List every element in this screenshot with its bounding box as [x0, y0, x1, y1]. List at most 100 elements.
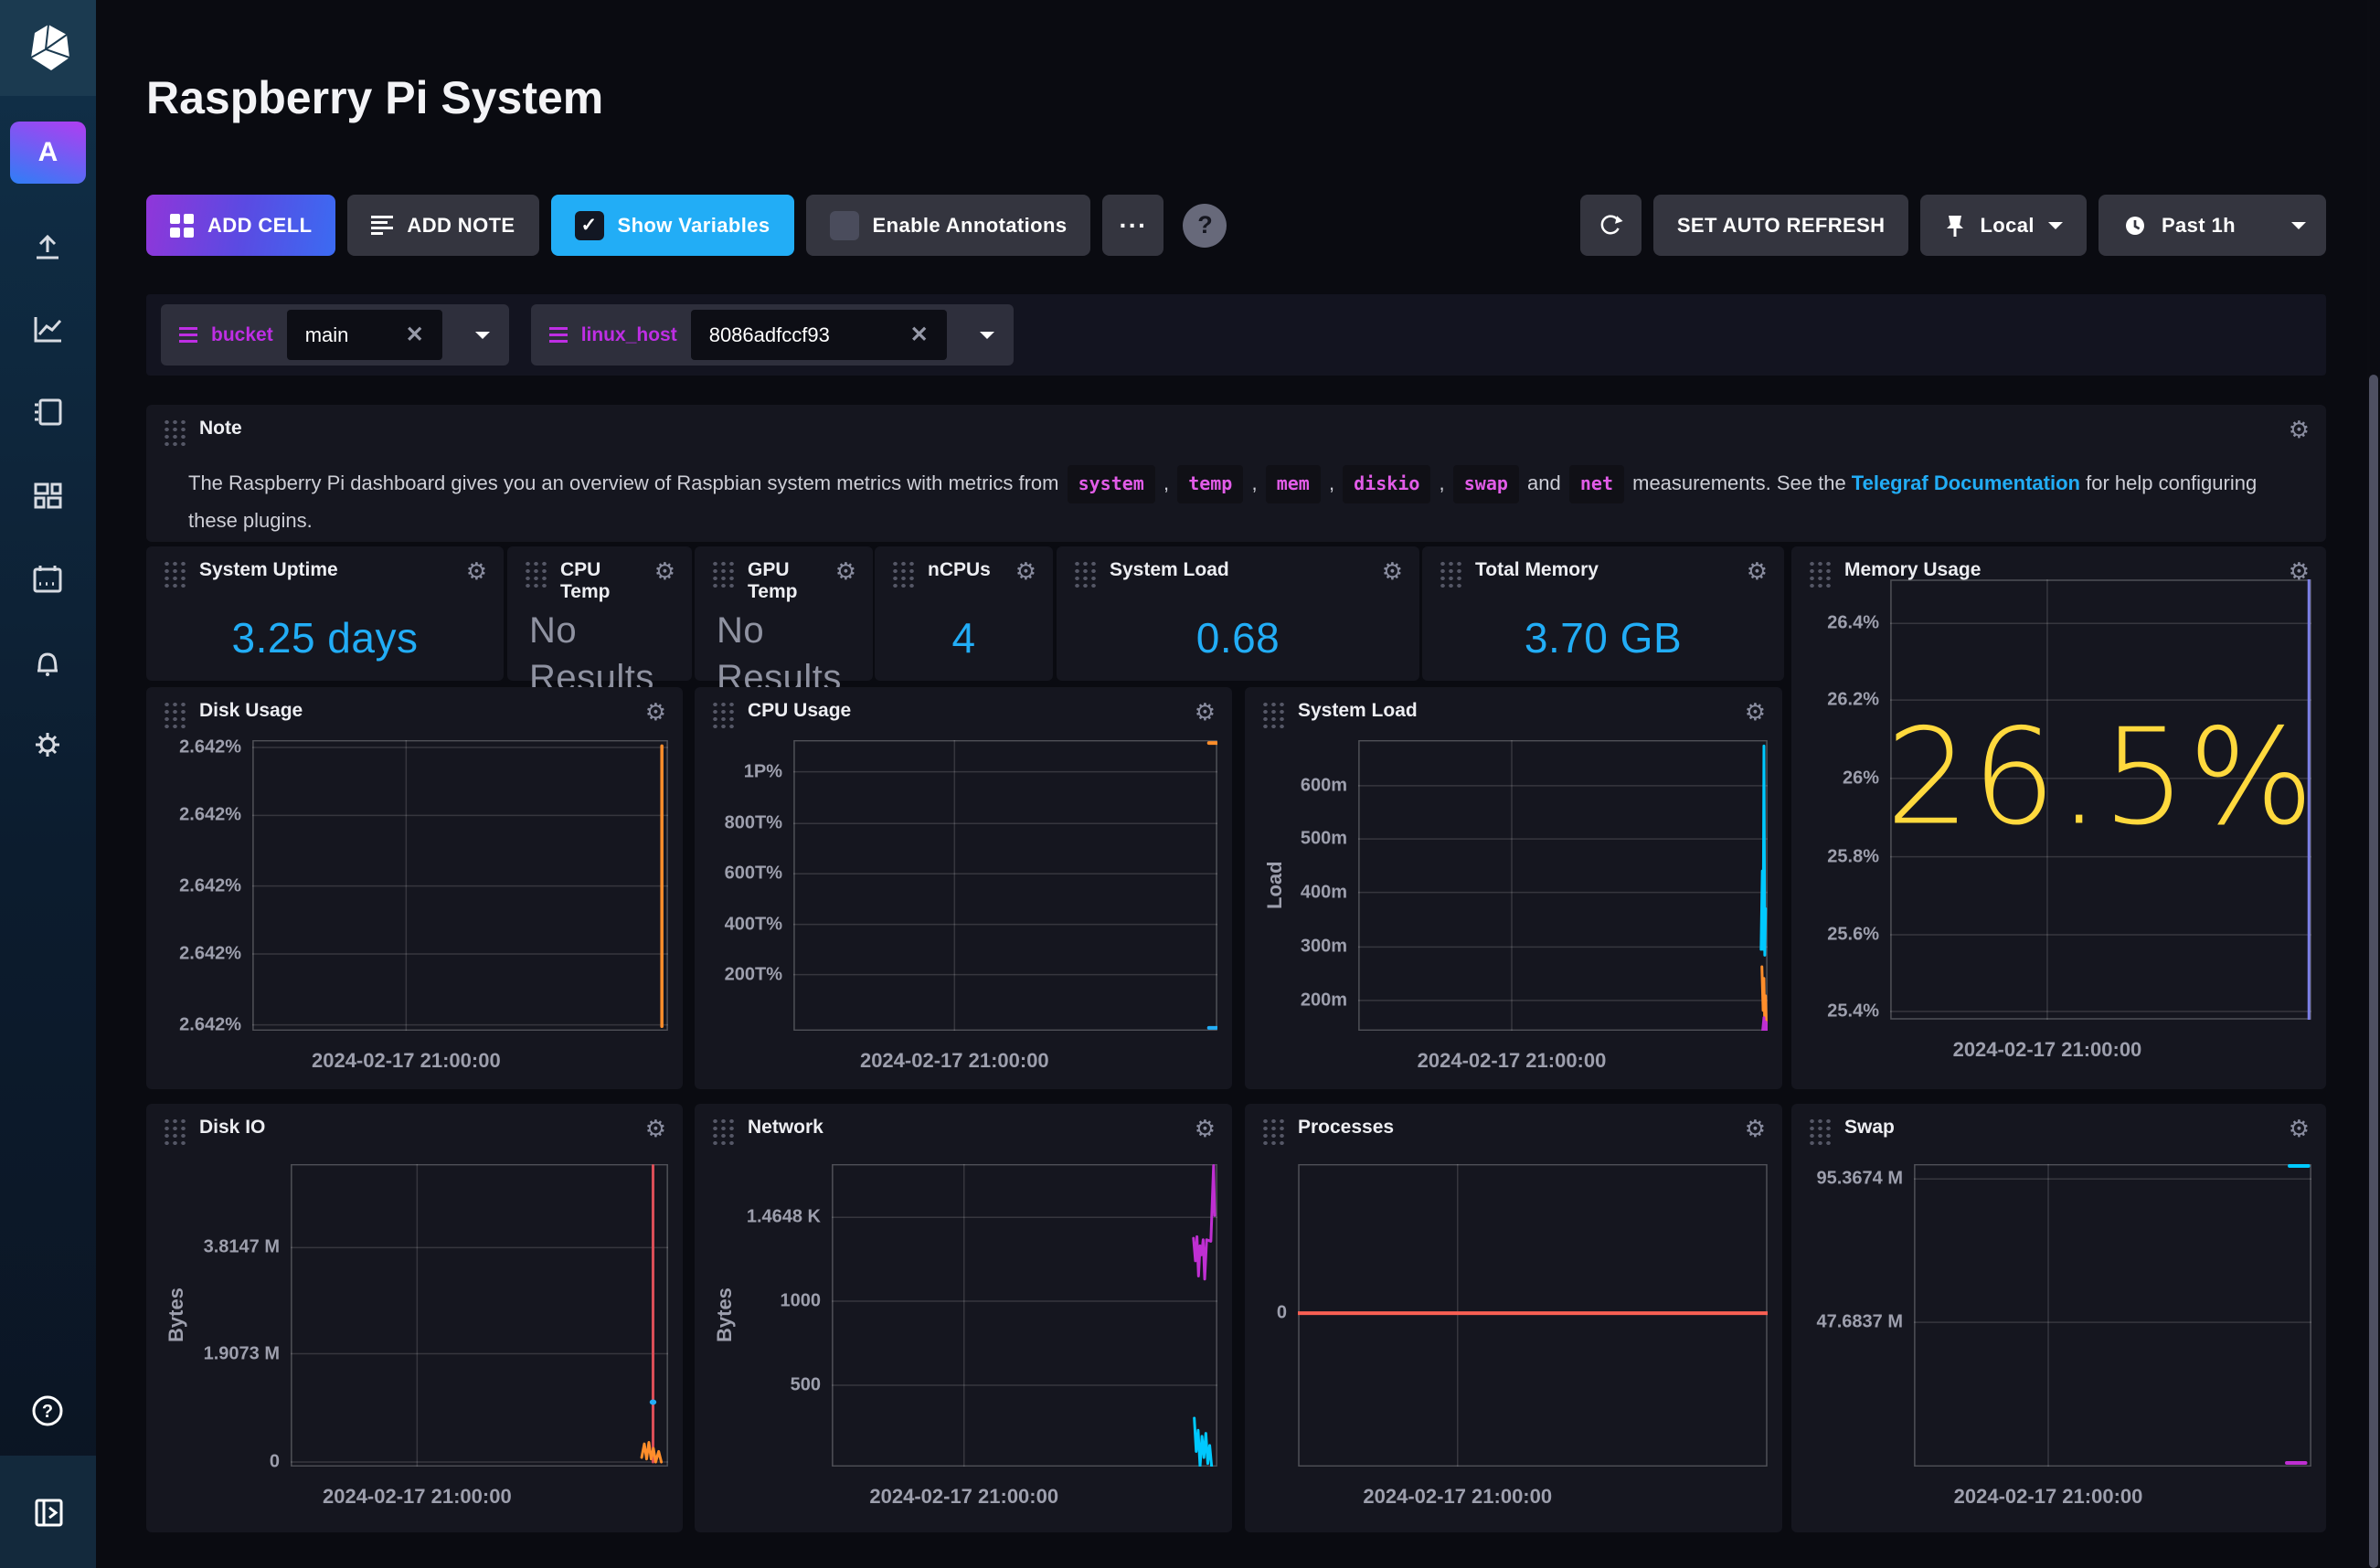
drag-handle-icon[interactable] — [891, 560, 915, 588]
variable-caret-button[interactable] — [961, 304, 1014, 366]
cell-header: Note ⚙ — [146, 405, 2326, 452]
cell-settings-gear-icon[interactable]: ⚙ — [1744, 1115, 1766, 1142]
cell-settings-gear-icon[interactable]: ⚙ — [2288, 557, 2310, 585]
sidebar-item-data-explorer[interactable] — [28, 310, 67, 348]
cell-header: Swap ⚙ — [1791, 1104, 2326, 1151]
variable-drag-icon[interactable] — [548, 327, 568, 343]
cell-settings-gear-icon[interactable]: ⚙ — [1744, 698, 1766, 726]
variable-drag-icon[interactable] — [179, 327, 197, 343]
chart-plot[interactable]: 2024-02-17 21:00:00 — [793, 740, 1217, 1072]
single-stat-value: 3.25 days — [231, 613, 419, 662]
sidebar-item-tasks[interactable] — [28, 560, 67, 599]
cell-settings-gear-icon[interactable]: ⚙ — [644, 1115, 666, 1142]
clear-value-icon[interactable]: ✕ — [405, 323, 424, 347]
drag-handle-icon[interactable] — [1808, 1118, 1832, 1145]
sidebar-item-settings[interactable] — [28, 726, 67, 764]
help-button[interactable]: ? — [1183, 203, 1227, 248]
sidebar-item-load-data[interactable] — [28, 227, 67, 265]
drag-handle-icon[interactable] — [163, 1118, 186, 1145]
variable-value-dropdown[interactable]: 8086adfccf93 ✕ — [690, 310, 947, 360]
drag-handle-icon[interactable] — [163, 418, 186, 446]
sidebar-item-notebooks[interactable] — [28, 393, 67, 431]
page-scrollbar[interactable] — [2367, 0, 2380, 1568]
y-tick-label: 3.8147 M — [203, 1236, 280, 1257]
cell-settings-gear-icon[interactable]: ⚙ — [653, 557, 675, 585]
variable-chip-bucket: bucket main ✕ — [161, 304, 509, 366]
chevron-down-icon — [474, 331, 490, 346]
add-note-icon — [371, 215, 394, 236]
account-avatar[interactable]: A — [10, 122, 86, 184]
drag-handle-icon[interactable] — [163, 701, 186, 728]
refresh-button[interactable] — [1579, 195, 1642, 256]
drag-handle-icon[interactable] — [1439, 560, 1462, 588]
set-auto-refresh-button[interactable]: SET AUTO REFRESH — [1652, 195, 1909, 256]
more-options-button[interactable]: ··· — [1102, 195, 1164, 256]
x-axis-label: 2024-02-17 21:00:00 — [1363, 1485, 1553, 1508]
cell-settings-gear-icon[interactable]: ⚙ — [1746, 557, 1768, 585]
drag-handle-icon[interactable] — [711, 1118, 735, 1145]
x-axis-label: 2024-02-17 21:00:00 — [311, 1049, 501, 1072]
enable-annotations-toggle[interactable]: Enable Annotations — [805, 195, 1091, 256]
add-cell-button[interactable]: ADD CELL — [146, 195, 336, 256]
cell-header: Network ⚙ — [695, 1104, 1232, 1151]
y-axis-ticks: 600m 500m 400m 300m 200m — [1291, 740, 1358, 1031]
drag-handle-icon[interactable] — [1808, 560, 1832, 588]
chart-plot[interactable]: 2024-02-17 21:00:00 — [1914, 1164, 2311, 1508]
chart-plot[interactable]: 2024-02-17 21:00:00 26.5% — [1886, 579, 2314, 1061]
y-tick-label: 300m — [1300, 936, 1347, 957]
sidebar-item-help[interactable]: ? — [28, 1392, 67, 1430]
cell-header: nCPUs ⚙ — [875, 546, 1053, 594]
cell-settings-gear-icon[interactable]: ⚙ — [834, 557, 856, 585]
dashboard-toolbar: ADD CELL ADD NOTE ✓ Show Variables Enabl… — [146, 195, 2326, 256]
y-tick-label: 25.4% — [1827, 1001, 1879, 1022]
chart-plot[interactable]: 2024-02-17 21:00:00 — [291, 1164, 668, 1508]
cell-settings-gear-icon[interactable]: ⚙ — [1194, 1115, 1216, 1142]
single-stat-value: 4 — [951, 613, 976, 662]
telegraf-documentation-link[interactable]: Telegraf Documentation — [1851, 471, 2080, 494]
sidebar-item-alerts[interactable] — [28, 643, 67, 682]
variable-name-label: bucket — [211, 323, 273, 345]
variable-value-dropdown[interactable]: main ✕ — [286, 310, 442, 360]
influxdb-logo[interactable] — [0, 0, 96, 96]
show-variables-toggle[interactable]: ✓ Show Variables — [550, 195, 794, 256]
cell-settings-gear-icon[interactable]: ⚙ — [1015, 557, 1036, 585]
cell-disk-io: Disk IO ⚙ Bytes 3.8147 M 1.9073 M 0 2024-02-17… — [146, 1104, 683, 1532]
y-axis-ticks: 3.8147 M 1.9073 M 0 — [192, 1164, 291, 1472]
drag-handle-icon[interactable] — [1261, 1118, 1285, 1145]
chart-plot[interactable]: 2024-02-17 21:00:00 — [832, 1164, 1217, 1508]
y-tick-label: 2.642% — [179, 804, 241, 825]
y-tick-label: 400T% — [724, 914, 782, 935]
measurement-chip: temp — [1177, 465, 1244, 503]
scrollbar-thumb[interactable] — [2369, 375, 2378, 1568]
drag-handle-icon[interactable] — [711, 560, 735, 588]
cell-title: Disk IO — [199, 1117, 266, 1138]
cell-header: CPU Temp ⚙ — [507, 546, 692, 602]
variables-panel: bucket main ✕ linux_host 8086adfccf93 ✕ — [146, 294, 2326, 376]
cell-settings-gear-icon[interactable]: ⚙ — [1381, 557, 1403, 585]
y-tick-label: 95.3674 M — [1816, 1168, 1903, 1189]
clear-value-icon[interactable]: ✕ — [909, 323, 929, 347]
sidebar-item-dashboards[interactable] — [28, 476, 67, 514]
cell-settings-gear-icon[interactable]: ⚙ — [2288, 416, 2310, 443]
sidebar-expand-button[interactable] — [0, 1456, 96, 1568]
variable-caret-button[interactable] — [456, 304, 509, 366]
cell-title: GPU Temp — [748, 559, 798, 602]
chart-plot[interactable]: 2024-02-17 21:00:00 — [252, 740, 668, 1072]
cell-settings-gear-icon[interactable]: ⚙ — [1194, 698, 1216, 726]
drag-handle-icon[interactable] — [163, 560, 186, 588]
cell-settings-gear-icon[interactable]: ⚙ — [644, 698, 666, 726]
note-text: The Raspberry Pi dashboard gives you an … — [188, 465, 2271, 538]
drag-handle-icon[interactable] — [524, 560, 547, 588]
chart-area: Bytes 3.8147 M 1.9073 M 0 2024-02-17 21:00:0… — [161, 1164, 668, 1508]
cell-settings-gear-icon[interactable]: ⚙ — [465, 557, 487, 585]
drag-handle-icon[interactable] — [711, 701, 735, 728]
cell-network: Network ⚙ Bytes 1.4648 K 1000 500 2024-02-17 2… — [695, 1104, 1232, 1532]
drag-handle-icon[interactable] — [1073, 560, 1097, 588]
time-range-dropdown[interactable]: Past 1h — [2098, 195, 2326, 256]
cell-settings-gear-icon[interactable]: ⚙ — [2288, 1115, 2310, 1142]
timezone-dropdown[interactable]: Local — [1920, 195, 2087, 256]
chart-plot[interactable]: 2024-02-17 21:00:00 — [1358, 740, 1768, 1072]
add-note-button[interactable]: ADD NOTE — [347, 195, 539, 256]
drag-handle-icon[interactable] — [1261, 701, 1285, 728]
chart-plot[interactable]: 2024-02-17 21:00:00 — [1298, 1164, 1768, 1508]
